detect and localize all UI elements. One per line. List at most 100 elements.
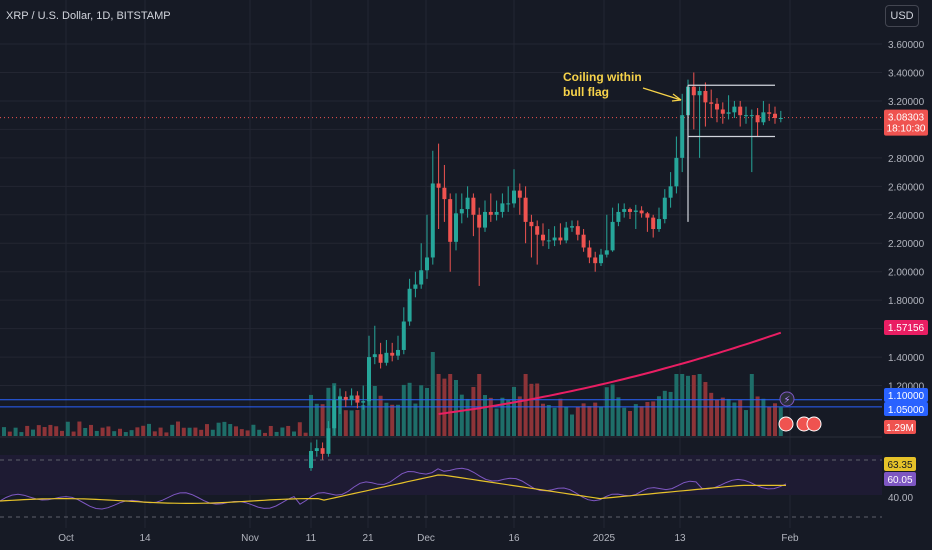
annotation-arrowhead	[671, 93, 682, 102]
lightning-icon[interactable]	[779, 391, 795, 407]
volume-bar	[372, 385, 377, 436]
candle-body	[494, 211, 499, 215]
candle-body	[697, 90, 702, 96]
candle-body	[535, 226, 540, 235]
volume-bar	[436, 374, 441, 436]
volume-bar	[31, 429, 35, 436]
volume-bar	[506, 399, 511, 436]
volume-bar	[488, 397, 493, 436]
candle-body	[575, 226, 580, 235]
candle-body	[413, 284, 418, 289]
volume-bar	[564, 406, 569, 436]
candle-body	[355, 395, 360, 403]
price-tick: 2.80000	[888, 154, 925, 165]
candle-body	[593, 257, 598, 264]
rsi-value: 63.35	[887, 460, 912, 471]
candle-body	[367, 357, 371, 402]
volume-bar	[680, 374, 685, 436]
volume-bar	[83, 427, 88, 436]
price-tick: 1.80000	[888, 296, 925, 307]
volume-bar	[263, 432, 267, 436]
last-price-value: 3.08303	[888, 113, 925, 124]
candle-body	[552, 237, 557, 241]
time-axis[interactable]: Oct 14 Nov 11 21 Dec 16 2025 13 Feb	[58, 533, 799, 544]
candle-body	[581, 234, 586, 248]
volume-bar	[477, 374, 482, 436]
volume-bar	[686, 375, 690, 436]
volume-bar	[2, 427, 6, 436]
volume-bar	[401, 384, 406, 436]
rsi-scale: 63.35 60.05 40.00	[884, 457, 916, 504]
volume-bar	[71, 431, 76, 436]
volume-bar	[726, 398, 731, 436]
volume-bar	[703, 382, 708, 436]
volume-bar	[500, 397, 505, 436]
volume-bar	[610, 384, 615, 436]
volume-bar	[123, 432, 128, 436]
volume-bar	[396, 404, 400, 436]
volume-bar	[407, 382, 412, 436]
time-label: Oct	[58, 533, 74, 544]
volume-bar	[326, 387, 331, 436]
event-icons[interactable]: ⚡	[778, 391, 822, 432]
price-tick: 2.60000	[888, 182, 925, 193]
currency-button[interactable]: USD	[885, 5, 919, 27]
candle-body	[378, 354, 383, 363]
volume-bar	[483, 395, 487, 436]
volume-bar	[378, 395, 383, 436]
candle-body	[715, 103, 719, 110]
candle-body	[529, 221, 534, 227]
us-flag-icon[interactable]	[778, 416, 794, 432]
volume-bar	[152, 431, 157, 436]
volume-bar	[187, 427, 192, 436]
volume-badge: 1.29M	[884, 420, 916, 434]
candle-body	[668, 186, 673, 198]
volume-bar	[529, 383, 534, 436]
volume-bar	[228, 424, 233, 436]
volume-bar	[599, 406, 603, 436]
last-price-badge: 3.08303 18:10:30	[884, 109, 928, 136]
price-tick: 1.20000	[888, 382, 925, 393]
candle-body	[343, 396, 348, 400]
volume-bar	[158, 427, 163, 436]
candle-body	[309, 450, 313, 469]
volume-bar	[65, 421, 70, 436]
volume-bar	[94, 430, 99, 436]
candle-body	[326, 428, 331, 454]
price-tick: 1.40000	[888, 353, 925, 364]
price-tick: 3.60000	[888, 40, 925, 51]
volume-bar	[471, 386, 476, 436]
price-tick: 2.20000	[888, 239, 925, 250]
volume-bar	[343, 410, 348, 436]
ma-value-badge: 1.57156	[884, 320, 928, 335]
volume-bar	[210, 429, 215, 436]
volume-bar	[13, 427, 18, 436]
volume-bar	[297, 422, 302, 436]
volume-bar	[60, 430, 64, 436]
candle-body	[604, 250, 609, 255]
rsi-line	[0, 467, 787, 510]
volume-bar	[645, 401, 650, 436]
candle-body	[628, 209, 632, 212]
candle-body	[749, 115, 754, 117]
volume-bar	[176, 421, 180, 436]
volume-bar	[668, 391, 673, 436]
volume-bar	[581, 403, 586, 436]
volume-bar	[720, 397, 725, 436]
time-label: 21	[362, 533, 374, 544]
volume-bar	[744, 410, 748, 436]
candle-body	[720, 109, 725, 114]
volume-bar	[575, 406, 580, 436]
volume-bar	[338, 395, 342, 436]
price-tick: 2.40000	[888, 211, 925, 222]
price-tick: 3.20000	[888, 97, 925, 108]
candle-body	[512, 190, 516, 204]
volume-bar	[19, 432, 24, 436]
candle-body	[709, 102, 714, 104]
us-flag-icon[interactable]	[806, 416, 822, 432]
volume-bar	[512, 386, 516, 436]
volume-bar	[709, 392, 714, 436]
volume-bar	[413, 403, 418, 436]
candle-body	[645, 213, 650, 218]
